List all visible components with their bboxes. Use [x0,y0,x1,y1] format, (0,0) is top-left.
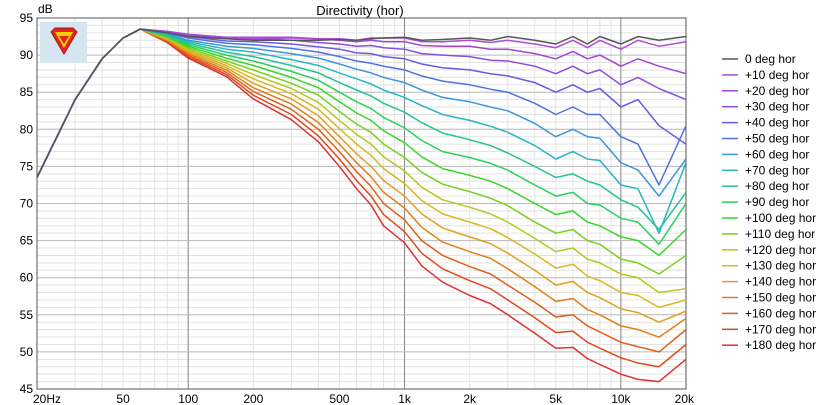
x-tick-label: 1k [398,392,412,405]
y-tick-label: 75 [20,159,34,173]
legend-entry: +120 deg hor [745,243,816,257]
y-tick-label: 50 [20,345,34,359]
legend-entry: +50 deg hor [745,132,809,146]
x-tick-label: 50 [116,392,130,405]
x-tick-label: 500 [329,392,349,405]
y-tick-label: 80 [20,122,34,136]
x-tick-label: 20k [675,392,695,405]
legend-entry: +30 deg hor [745,100,809,114]
legend-entry: +150 deg hor [745,291,816,305]
y-tick-label: 85 [20,85,34,99]
superman-shield-icon [50,27,78,55]
y-tick-label: 60 [20,271,34,285]
legend-entry: +110 deg hor [745,227,815,241]
legend-entry: +160 deg hor [745,306,816,320]
legend-entry: +130 deg hor [745,259,816,273]
y-tick-labels: 95 90 85 80 75 70 65 60 55 50 45 [20,11,34,396]
y-axis-unit-label: dB [38,2,53,16]
chart-title: Directivity (hor) [316,3,403,18]
legend-entry: +180 deg hor [745,338,816,352]
x-tick-label: 2k [463,392,477,405]
series-line [37,28,686,178]
legend-entry: +70 deg hor [745,163,809,177]
legend-entry: +60 deg hor [745,147,809,161]
y-tick-label: 65 [20,234,34,248]
logo-badge [40,22,87,63]
series-lines [37,28,686,383]
legend-entry: +170 deg hor [745,322,816,336]
x-tick-label: 5k [549,392,563,405]
x-tick-label: 10k [611,392,631,405]
legend-entry: +140 deg hor [745,275,816,289]
x-tick-label: 20Hz [33,392,61,405]
legend-entry: +10 deg hor [745,68,809,82]
x-tick-label: 100 [178,392,198,405]
x-tick-label: 200 [243,392,263,405]
x-tick-labels: 20Hz 50 100 200 500 1k 2k 5k 10k 20k [33,392,695,405]
y-tick-label: 55 [20,308,34,322]
legend-entry: +80 deg hor [745,179,809,193]
legend-entry: +40 deg hor [745,116,809,130]
legend-entry: +100 deg hor [745,211,816,225]
legend-entry: +20 deg hor [745,84,809,98]
y-tick-label: 70 [20,197,34,211]
y-tick-label: 45 [20,382,34,396]
legend-entry: 0 deg hor [745,52,796,66]
legend-entry: +90 deg hor [745,195,809,209]
y-tick-label: 90 [20,48,34,62]
y-tick-label: 95 [20,11,34,25]
legend: 0 deg hor +10 deg hor +20 deg hor +30 deg h… [722,52,816,352]
